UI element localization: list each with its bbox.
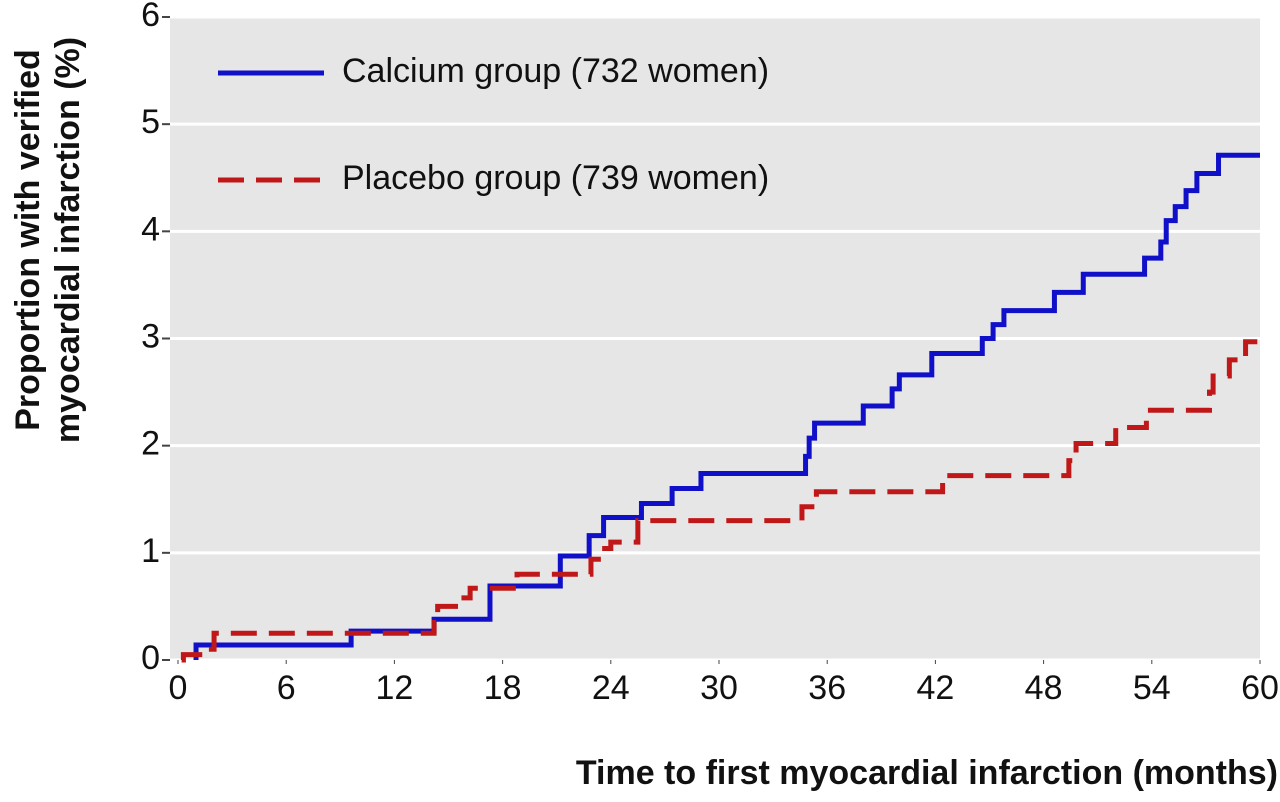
y-tick-label: 2 — [141, 425, 160, 463]
y-tick-label: 5 — [141, 103, 160, 141]
x-tick-label: 42 — [916, 669, 954, 707]
step-line — [193, 152, 1260, 660]
x-tick-label: 24 — [592, 669, 630, 707]
x-tick-label: 60 — [1241, 669, 1279, 707]
x-tick-label: 48 — [1025, 669, 1063, 707]
x-tick-label: 36 — [808, 669, 846, 707]
legend-label: Placebo group (739 women) — [342, 159, 769, 197]
legend-label: Calcium group (732 women) — [342, 52, 769, 90]
y-tick-label: 4 — [141, 210, 160, 248]
x-axis-title: Time to first myocardial infarction (mon… — [576, 754, 1278, 792]
x-tick-label: 12 — [375, 669, 413, 707]
y-tick-label: 0 — [141, 639, 160, 677]
y-axis-title-line: myocardial infarction (%) — [49, 37, 87, 443]
y-axis-title-line: Proportion with verified — [9, 49, 47, 431]
x-tick-label: 54 — [1133, 669, 1171, 707]
x-tick-label: 6 — [277, 669, 296, 707]
x-tick-label: 0 — [169, 669, 188, 707]
x-tick-label: 30 — [700, 669, 738, 707]
x-tick-label: 18 — [484, 669, 522, 707]
y-tick-label: 1 — [141, 532, 160, 570]
y-tick-label: 6 — [141, 0, 160, 34]
step-line — [180, 339, 1260, 663]
y-axis-title: Proportion with verified myocardial infa… — [9, 37, 87, 443]
y-tick-label: 3 — [141, 317, 160, 355]
